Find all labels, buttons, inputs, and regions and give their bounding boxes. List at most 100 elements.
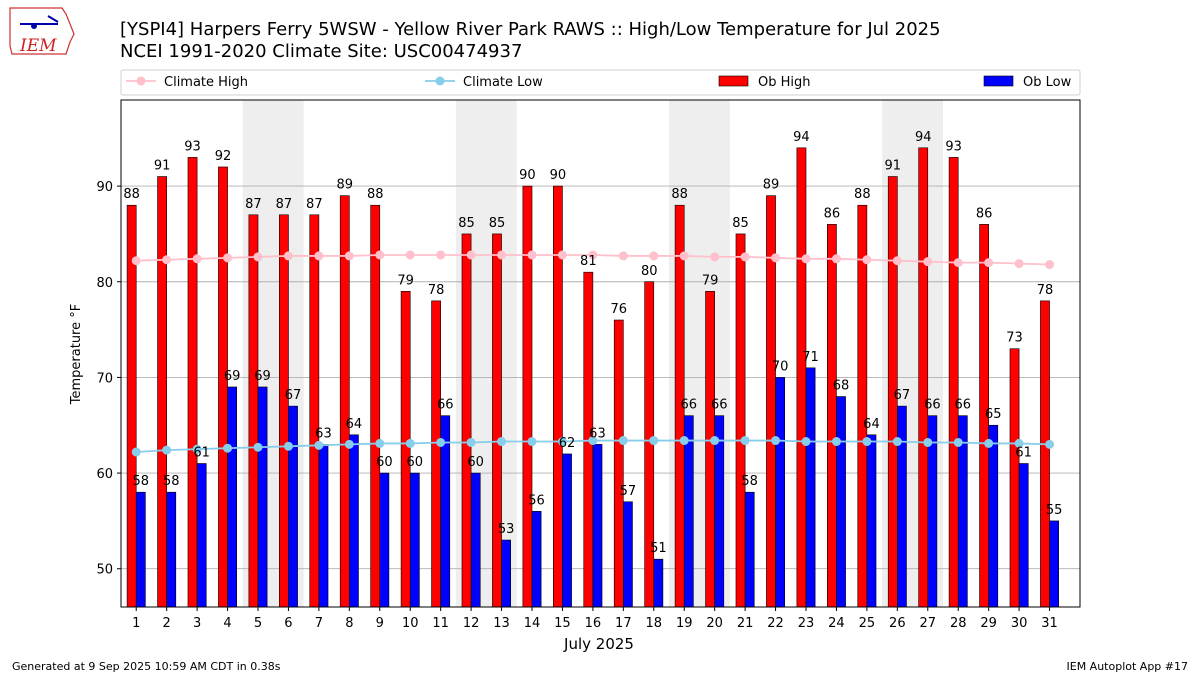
x-tick-label-18: 18: [646, 616, 663, 631]
climate-high-point-day-29: [984, 258, 994, 268]
y-tick-label-80: 80: [96, 276, 113, 291]
ob-low-bar-day-23: [805, 367, 816, 608]
ob-high-label-day-29: 86: [976, 206, 993, 221]
ob-high-label-day-4: 92: [215, 149, 232, 164]
ob-low-label-day-26: 67: [894, 388, 911, 403]
legend: Climate High Climate Low Ob High Ob Low: [120, 69, 1081, 96]
x-tick-label-16: 16: [585, 616, 602, 631]
ob-high-label-day-7: 87: [306, 197, 323, 212]
x-tick-label-19: 19: [676, 616, 693, 631]
x-tick-label-6: 6: [284, 616, 292, 631]
y-tick-label-60: 60: [96, 467, 113, 482]
climate-high-point-day-11: [436, 250, 446, 260]
ob-low-label-day-20: 66: [711, 398, 728, 413]
ob-low-label-day-24: 68: [833, 379, 850, 394]
x-tick-label-30: 30: [1011, 616, 1028, 631]
x-tick-label-26: 26: [889, 616, 906, 631]
climate-high-point-day-14: [527, 250, 537, 260]
climate-low-point-day-29: [984, 438, 994, 448]
ob-high-bar-day-13: [492, 233, 502, 608]
x-tick-label-2: 2: [163, 616, 171, 631]
ob-high-bar-day-1: [126, 204, 137, 608]
climate-low-point-day-4: [223, 443, 233, 453]
x-tick-label-22: 22: [767, 616, 784, 631]
climate-high-point-day-7: [314, 251, 324, 261]
ob-low-label-day-4: 69: [224, 369, 241, 384]
ob-high-bar-day-30: [1009, 348, 1020, 608]
ob-low-label-day-27: 66: [924, 398, 941, 413]
plot-frame: [120, 99, 1081, 608]
legend-climate-high-label: Climate High: [164, 75, 248, 90]
ob-high-bar-day-28: [948, 157, 959, 608]
climate-high-point-day-22: [771, 253, 781, 263]
ob-high-label-day-21: 85: [732, 216, 749, 231]
x-tick-label-12: 12: [463, 616, 480, 631]
footer-generated: Generated at 9 Sep 2025 10:59 AM CDT in …: [12, 660, 281, 673]
climate-low-point-day-16: [588, 436, 598, 446]
climate-low-point-day-7: [314, 440, 324, 450]
ob-low-label-day-15: 62: [559, 436, 576, 451]
climate-high-point-day-10: [405, 250, 415, 260]
y-tick-label-70: 70: [96, 371, 113, 386]
ob-high-bar-day-17: [613, 319, 624, 608]
ob-high-label-day-10: 79: [397, 273, 414, 288]
climate-high-point-day-27: [923, 257, 933, 267]
ob-high-label-day-1: 88: [123, 187, 140, 202]
ob-high-label-day-25: 88: [854, 187, 871, 202]
climate-high-point-day-15: [557, 250, 567, 260]
ob-low-label-day-19: 66: [681, 398, 698, 413]
ob-high-label-day-14: 90: [519, 168, 536, 183]
climate-high-point-day-1: [131, 256, 141, 266]
ob-low-label-day-11: 66: [437, 398, 454, 413]
ob-low-bar-day-4: [227, 386, 237, 608]
legend-climate-low-marker: [435, 76, 445, 86]
climate-low-point-day-26: [892, 437, 902, 447]
ob-high-bar-day-5: [248, 214, 259, 608]
x-tick-label-10: 10: [402, 616, 419, 631]
legend-ob-low-swatch: [983, 75, 1014, 87]
ob-low-label-day-16: 63: [589, 426, 606, 441]
ob-high-bar-day-6: [279, 214, 289, 608]
y-axis-label: Temperature °F: [69, 304, 84, 405]
ob-high-label-day-17: 76: [610, 302, 627, 317]
ob-low-label-day-7: 63: [315, 426, 332, 441]
climate-low-point-day-3: [192, 444, 202, 454]
ob-low-bar-day-15: [562, 453, 572, 608]
ob-low-label-day-21: 58: [741, 474, 758, 489]
bar-labels: 88 58 91 58 93 61 92 69 87 69 87 67 87 63 89 64 88 60 79 60…: [123, 130, 1062, 556]
chart-subtitle: NCEI 1991-2020 Climate Site: USC00474937: [120, 41, 522, 62]
ob-low-bar-day-9: [379, 472, 390, 608]
ob-low-label-day-31: 55: [1046, 503, 1063, 518]
ob-high-label-day-18: 80: [641, 264, 658, 279]
ob-high-label-day-16: 81: [580, 254, 597, 269]
ob-low-label-day-18: 51: [650, 541, 667, 556]
ob-low-bar-day-2: [166, 491, 177, 608]
x-tick-label-17: 17: [615, 616, 632, 631]
ob-low-bar-day-16: [592, 444, 603, 608]
ob-low-bar-day-29: [988, 424, 999, 608]
ob-low-bar-day-24: [836, 396, 846, 608]
ob-high-label-day-20: 79: [702, 273, 719, 288]
climate-high-point-day-30: [1014, 259, 1024, 269]
x-tick-label-23: 23: [798, 616, 815, 631]
ob-low-label-day-13: 53: [498, 522, 515, 537]
legend-climate-low-label: Climate Low: [463, 75, 543, 90]
ob-low-bar-day-8: [349, 434, 359, 608]
ob-high-label-day-22: 89: [763, 178, 780, 193]
climate-high-point-day-17: [618, 251, 628, 261]
climate-low-point-day-14: [527, 437, 537, 447]
x-tick-label-9: 9: [376, 616, 384, 631]
legend-ob-low-label: Ob Low: [1023, 75, 1072, 90]
climate-low-point-day-22: [771, 436, 781, 446]
climate-high-point-day-2: [162, 255, 172, 265]
x-tick-label-7: 7: [315, 616, 323, 631]
climate-low-point-day-13: [497, 437, 507, 447]
legend-climate-high-marker: [136, 76, 146, 86]
ob-low-bar-day-21: [744, 491, 755, 608]
climate-low-point-day-2: [162, 445, 172, 455]
x-tick-label-27: 27: [920, 616, 937, 631]
x-tick-label-8: 8: [345, 616, 353, 631]
logo-text: IEM: [19, 36, 57, 56]
climate-high-point-day-31: [1045, 260, 1055, 270]
y-tick-label-50: 50: [96, 563, 113, 578]
